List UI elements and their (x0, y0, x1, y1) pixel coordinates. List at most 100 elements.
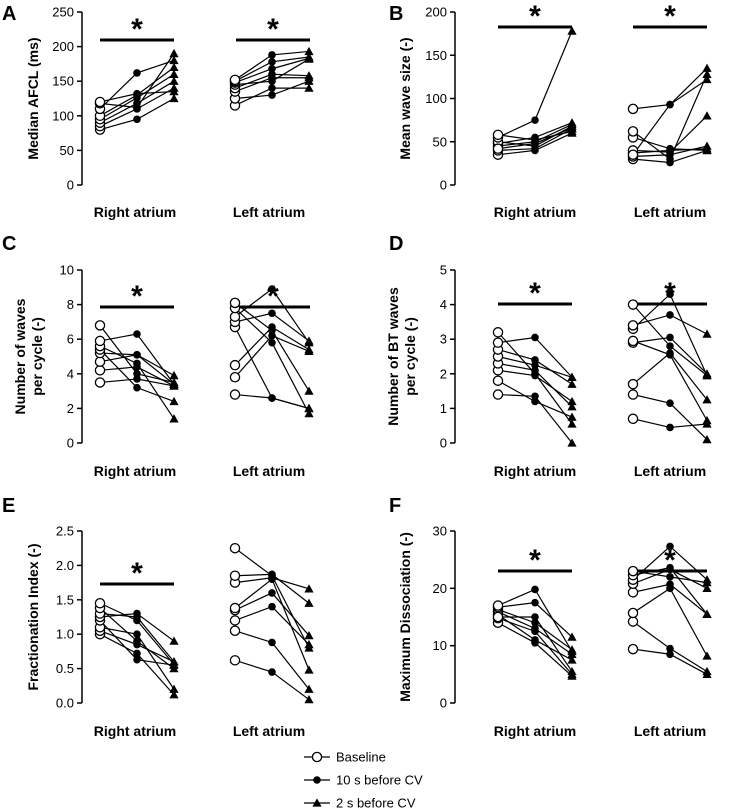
2s-point (169, 93, 179, 103)
baseline-point (627, 103, 639, 115)
baseline-point (627, 335, 639, 347)
panel-e: E 0.0 0.5 1.0 1.5 2.0 2.5 Fractionation Index (… (2, 495, 314, 739)
baseline-point (492, 143, 504, 154)
2s-point (169, 48, 179, 58)
y-tick-label: 150 (425, 48, 447, 63)
2s-point (304, 46, 314, 56)
legend-marker (312, 798, 322, 807)
baseline-point (627, 378, 639, 390)
legend: Baseline 10 s before CV 2 s before CV (304, 750, 423, 810)
2s-point (702, 370, 712, 380)
legend-marker (311, 751, 323, 763)
y-tick-label: 30 (433, 524, 447, 539)
y-tick-label: 6 (67, 332, 74, 347)
10s-point (268, 64, 276, 73)
10s-point (133, 350, 141, 359)
2s-point (304, 598, 314, 607)
panel-letter: C (2, 233, 16, 255)
group-label: Right atrium (94, 463, 176, 479)
10s-point (531, 116, 539, 124)
baseline-point (627, 413, 639, 425)
2s-point (169, 684, 179, 693)
10s-point (133, 616, 141, 625)
y-tick-label: 5 (440, 263, 447, 278)
10s-point (268, 571, 276, 580)
y-tick-label: 0 (440, 436, 447, 451)
10s-point (268, 77, 276, 85)
2s-point (304, 630, 314, 640)
baseline-point (94, 320, 106, 331)
y-tick-label: 150 (52, 74, 74, 89)
y-tick-label: 250 (52, 5, 74, 20)
2s-point (702, 651, 712, 660)
10s-point (531, 370, 539, 378)
y-tick-label: 3 (440, 332, 447, 347)
10s-point (531, 618, 539, 627)
y-tick-label: 200 (52, 39, 74, 54)
10s-point (268, 309, 276, 318)
y-tick-label: 100 (425, 91, 447, 106)
2s-point (702, 63, 712, 72)
10s-point (268, 394, 276, 402)
baseline-point (492, 611, 504, 623)
2s-point (304, 83, 314, 92)
baseline-point (627, 299, 639, 310)
10s-point (268, 58, 276, 66)
y-axis-label: Fractionation Index (-) (25, 544, 41, 691)
y-tick-label: 0 (67, 178, 74, 193)
y-tick-label: 8 (67, 297, 74, 312)
significance-star: * (131, 280, 143, 313)
group-label: Right atrium (94, 723, 176, 739)
y-tick-label: 0 (67, 436, 74, 451)
2s-point (567, 655, 577, 664)
2s-point (567, 666, 577, 676)
y-tick-label: 10 (60, 263, 74, 278)
2s-point (169, 414, 179, 423)
2s-point (304, 584, 314, 593)
y-tick-label: 2 (67, 401, 74, 416)
group-label: Left atrium (233, 463, 305, 479)
significance-star: * (267, 13, 279, 46)
panel-letter: E (2, 495, 15, 517)
baseline-point (492, 600, 504, 611)
y-tick-label: 4 (440, 297, 447, 312)
2s-point (702, 415, 712, 425)
2s-point (304, 643, 314, 652)
group-label: Right atrium (94, 204, 176, 220)
legend-label: 2 s before CV (336, 796, 416, 810)
2s-point (702, 74, 712, 84)
baseline-point (229, 602, 241, 614)
significance-star: * (664, 0, 676, 33)
10s-point (531, 585, 539, 594)
10s-point (268, 602, 276, 611)
panel-c: C 0 2 4 6 8 10 Number of waves per cycle (-) Righ… (2, 233, 314, 479)
10s-point (268, 338, 276, 347)
10s-point (133, 383, 141, 392)
group-label: Right atrium (494, 204, 576, 220)
2s-point (169, 55, 179, 65)
10s-point (133, 655, 141, 664)
2s-point (567, 412, 577, 421)
10s-point (666, 563, 674, 572)
baseline-point (94, 335, 106, 347)
significance-star: * (131, 13, 143, 46)
10s-point (531, 636, 539, 644)
10s-point (268, 589, 276, 597)
10s-point (133, 359, 141, 368)
2s-point (169, 396, 179, 406)
baseline-point (492, 375, 504, 386)
baseline-point (229, 372, 241, 383)
baseline-point (229, 570, 241, 581)
10s-point (133, 649, 141, 658)
legend-marker (313, 776, 321, 784)
y-tick-label: 0.5 (56, 661, 74, 676)
2s-point (702, 609, 712, 618)
2s-point (304, 403, 314, 413)
group-label: Right atrium (494, 463, 576, 479)
2s-point (567, 26, 577, 35)
2s-point (304, 344, 314, 354)
10s-point (666, 573, 674, 581)
y-tick-label: 10 (433, 638, 447, 653)
panel-letter: F (389, 495, 401, 517)
subject-line (234, 659, 310, 701)
